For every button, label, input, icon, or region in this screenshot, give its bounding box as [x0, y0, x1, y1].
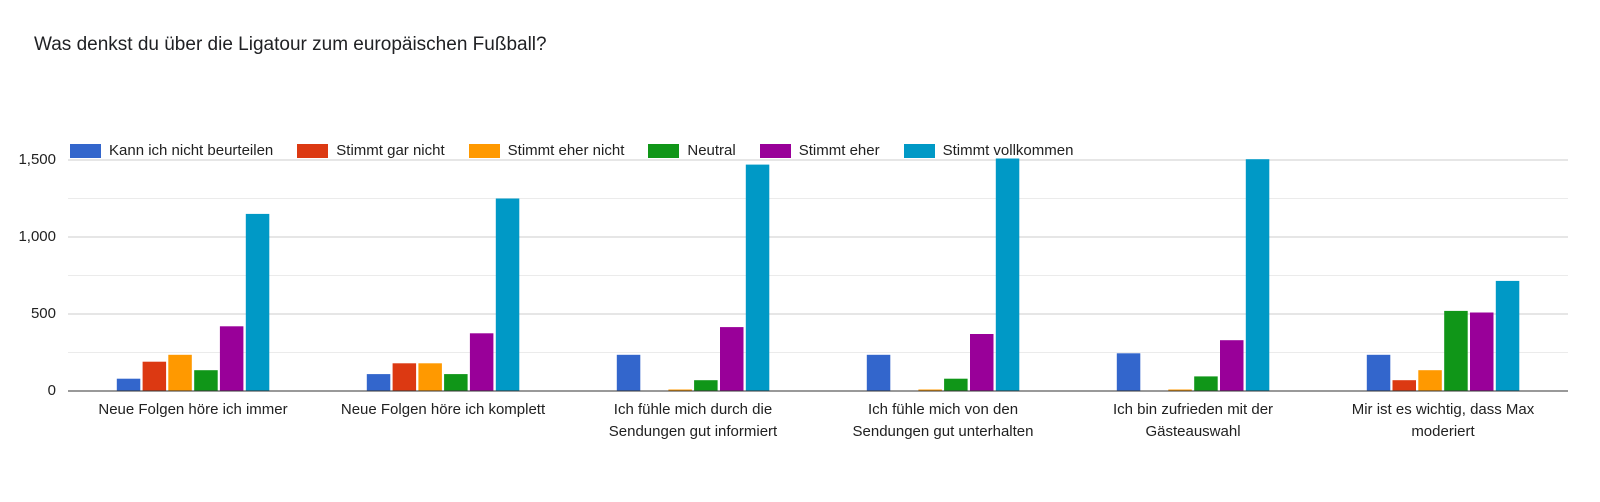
legend-item: Neutral — [648, 142, 736, 159]
bar — [116, 378, 141, 391]
bar — [219, 326, 244, 391]
legend-label: Stimmt gar nicht — [336, 142, 445, 159]
x-category-label: Mir ist es wichtig, dass Max moderiert — [1323, 399, 1563, 443]
bar — [745, 164, 770, 391]
grid-lines — [68, 159, 1568, 353]
chart-legend: Kann ich nicht beurteilen Stimmt gar nich… — [70, 142, 1073, 159]
chart-title: Was denkst du über die Ligatour zum euro… — [34, 34, 547, 55]
legend-swatch — [759, 143, 791, 158]
bar — [944, 378, 968, 391]
bar — [616, 354, 641, 391]
bar — [418, 363, 442, 391]
bar — [392, 363, 417, 391]
legend-item: Stimmt eher nicht — [468, 142, 625, 159]
legend-label: Stimmt vollkommen — [942, 142, 1074, 159]
legend-swatch — [70, 143, 101, 158]
bar — [1366, 354, 1391, 391]
x-category-label: Neue Folgen höre ich immer — [73, 399, 313, 421]
x-category-label-line: Gästeauswahl — [1145, 423, 1241, 440]
bar — [720, 327, 744, 391]
legend-swatch — [648, 143, 680, 158]
bar — [194, 370, 218, 391]
y-tick-label: 1,500 — [18, 151, 56, 168]
bar — [1116, 353, 1141, 391]
bar — [1418, 370, 1442, 391]
x-category-label: Ich fühle mich von den Sendungen gut unte… — [823, 399, 1063, 443]
bar-series — [116, 158, 1520, 392]
legend-label: Kann ich nicht beurteilen — [109, 142, 274, 159]
bar — [1392, 380, 1416, 391]
bar — [1495, 280, 1520, 391]
x-category-label: Ich fühle mich durch die Sendungen gut in… — [573, 399, 813, 443]
legend-swatch — [903, 143, 935, 158]
legend-label: Stimmt eher nicht — [507, 142, 625, 159]
x-category-label-line: Neue Folgen höre ich immer — [98, 401, 288, 418]
y-tick-label: 1,000 — [18, 228, 56, 245]
x-category-label-line: Neue Folgen höre ich komplett — [340, 401, 546, 418]
bar — [694, 380, 718, 391]
bar — [995, 158, 1020, 391]
bar — [245, 213, 270, 391]
legend-item: Kann ich nicht beurteilen — [70, 142, 273, 159]
bar — [866, 354, 891, 391]
x-category-label-line: moderiert — [1411, 423, 1475, 440]
bar — [142, 361, 167, 391]
bar — [1220, 340, 1244, 391]
x-category-label-line: Ich fühle mich durch die — [613, 401, 773, 418]
legend-item: Stimmt vollkommen — [903, 142, 1074, 159]
bar — [366, 374, 391, 391]
bar — [444, 374, 468, 391]
bar — [1470, 312, 1494, 391]
x-category-label: Neue Folgen höre ich komplett — [323, 399, 563, 421]
legend-item: Stimmt eher — [759, 142, 880, 159]
bar — [918, 389, 942, 391]
bar — [1444, 310, 1468, 391]
x-category-label-line: Sendungen gut informiert — [608, 423, 778, 440]
bar — [168, 354, 192, 391]
legend-label: Stimmt eher — [798, 142, 880, 159]
y-tick-label: 0 — [47, 382, 56, 399]
legend-swatch — [297, 143, 329, 158]
x-category-label-line: Ich bin zufrieden mit der — [1112, 401, 1274, 418]
y-tick-label: 500 — [30, 305, 56, 322]
x-category-label-line: Sendungen gut unterhalten — [852, 423, 1034, 440]
legend-swatch — [468, 143, 500, 158]
x-category-label: Ich bin zufrieden mit der Gästeauswahl — [1073, 399, 1313, 443]
bar — [469, 333, 494, 392]
bar — [1194, 376, 1218, 391]
legend-item: Stimmt gar nicht — [297, 142, 445, 159]
x-category-label-line: Ich fühle mich von den — [867, 401, 1019, 418]
x-category-label-line: Mir ist es wichtig, dass Max — [1351, 401, 1535, 418]
bar — [1245, 159, 1270, 391]
legend-label: Neutral — [687, 142, 736, 159]
bar — [1168, 389, 1192, 391]
bar — [495, 198, 520, 391]
bar — [970, 334, 994, 391]
bar — [668, 389, 692, 391]
